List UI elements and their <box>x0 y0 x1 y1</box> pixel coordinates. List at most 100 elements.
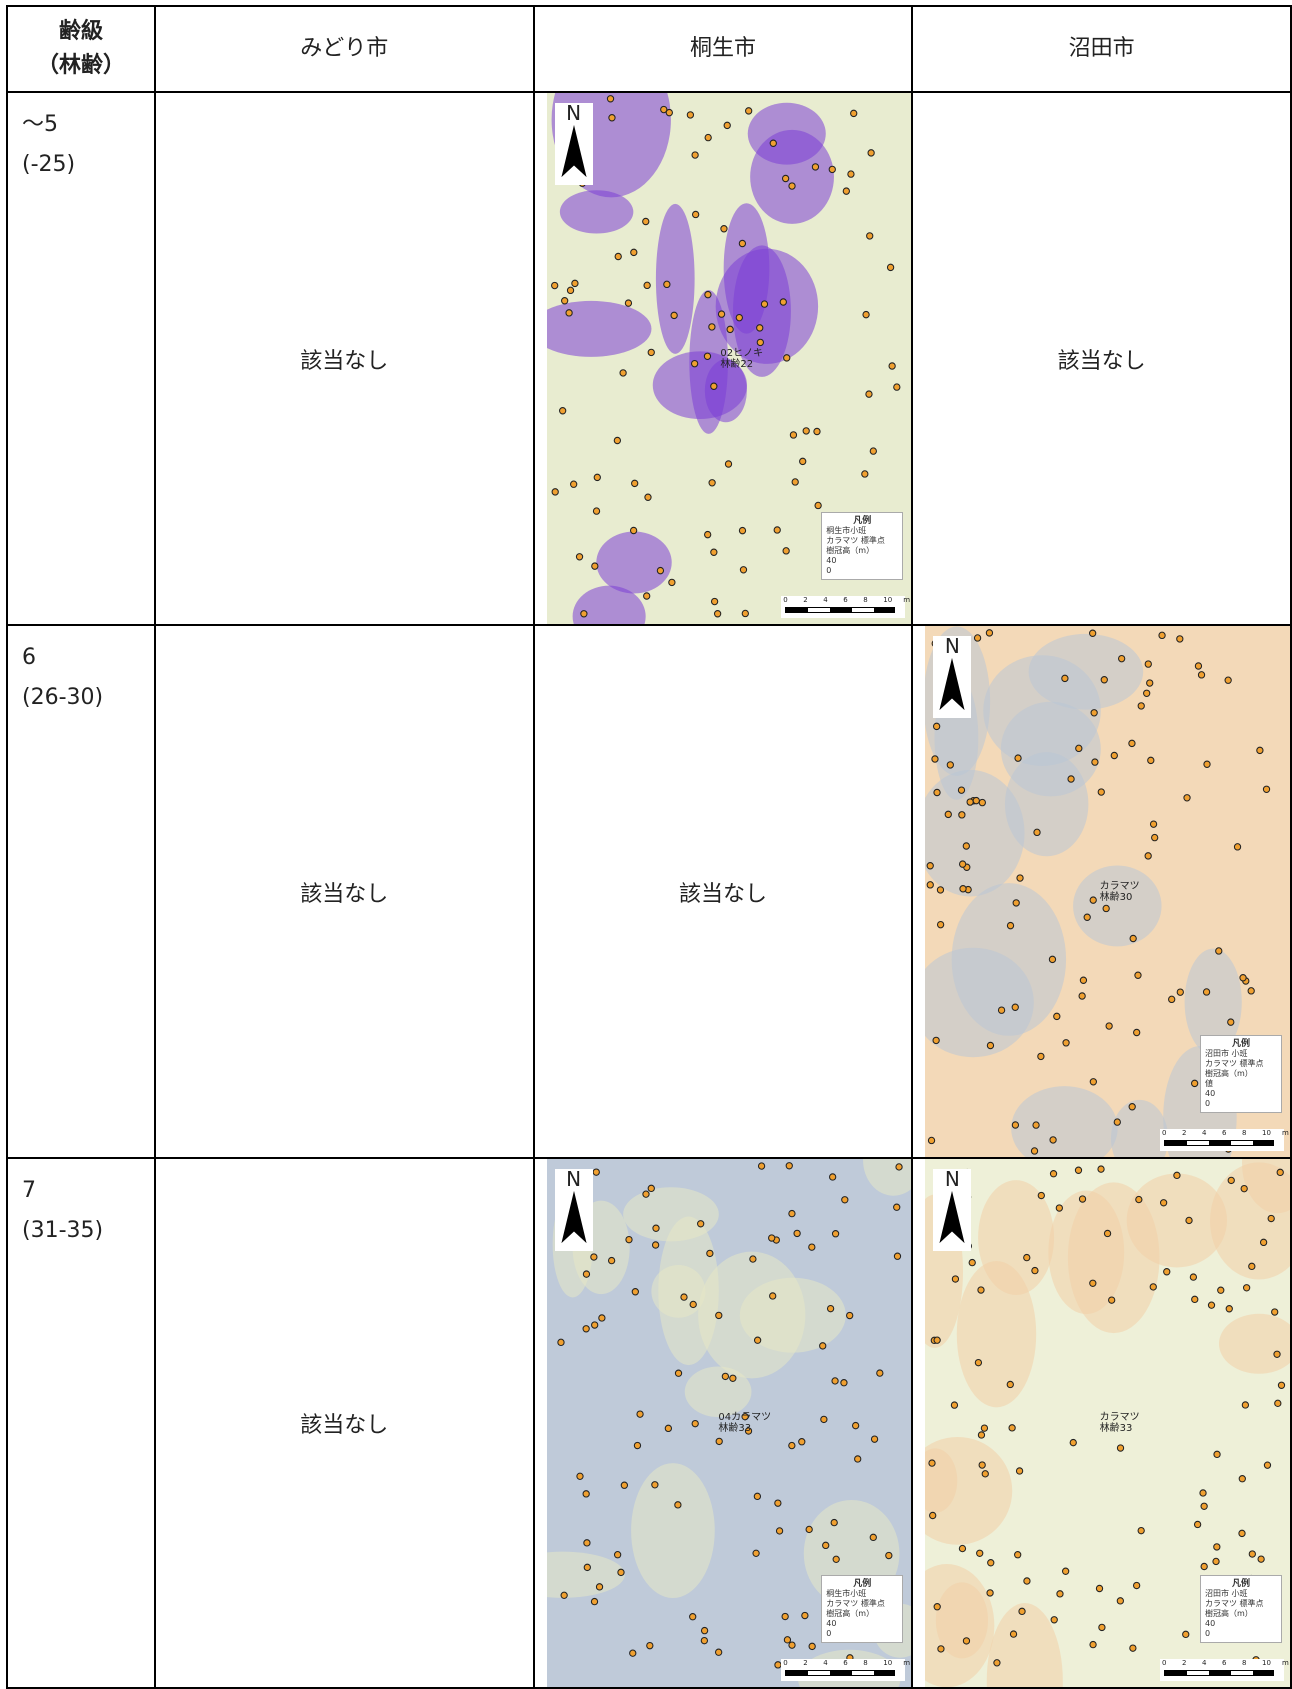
terrain-patch <box>572 585 646 623</box>
sample-point <box>1023 1253 1031 1262</box>
map-graphic <box>546 94 901 623</box>
sample-point <box>959 860 967 868</box>
sample-point <box>1016 1467 1024 1475</box>
legend-text: 桐生市小班 <box>826 526 867 535</box>
legend-text: カラマツ 標準点 <box>1205 1599 1264 1608</box>
scale-line <box>1164 1140 1274 1146</box>
sample-point <box>1010 1630 1018 1638</box>
sample-point <box>886 263 894 272</box>
legend-text: 40 <box>826 1619 837 1628</box>
sample-point <box>674 1369 682 1377</box>
terrain-patch <box>622 1187 719 1242</box>
sample-point <box>719 225 728 233</box>
sample-point <box>590 1597 598 1606</box>
scale-text: 4 <box>1202 1129 1207 1137</box>
sample-point <box>845 1311 853 1320</box>
sample-point <box>636 1410 644 1418</box>
sample-point <box>724 460 732 468</box>
terrain-patch <box>684 1366 752 1418</box>
scale-text: 0 <box>1162 1129 1167 1137</box>
sample-point <box>798 457 806 466</box>
sample-point <box>767 1234 775 1242</box>
terrain-patch <box>1028 633 1144 710</box>
sample-point <box>1133 1581 1141 1590</box>
sample-point <box>1050 1170 1058 1178</box>
legend-text: 0 <box>1205 1629 1211 1638</box>
sample-point <box>1075 744 1083 753</box>
sample-point <box>1150 820 1158 828</box>
sample-point <box>613 1551 621 1559</box>
terrain-patch <box>546 300 652 357</box>
sample-point <box>787 1441 796 1450</box>
sample-point <box>937 1645 945 1653</box>
sample-point <box>1012 899 1021 907</box>
sample-point <box>1133 1028 1141 1037</box>
sample-point <box>814 501 822 510</box>
terrain-patch <box>595 531 672 594</box>
sample-point <box>710 597 718 606</box>
sample-point <box>1100 676 1109 684</box>
sample-point <box>783 1636 791 1644</box>
terrain-patch <box>957 1260 1037 1408</box>
sample-point <box>1182 1630 1190 1639</box>
sample-point <box>582 1270 590 1278</box>
sample-point <box>1273 1350 1281 1358</box>
sample-point <box>593 473 601 482</box>
sample-point <box>590 562 599 570</box>
sample-point <box>862 310 870 319</box>
sample-point <box>1144 852 1153 860</box>
sample-point <box>1274 1399 1282 1408</box>
terrain-patch <box>862 1160 911 1196</box>
sample-point <box>773 1499 782 1507</box>
table-cell: N カラマツ 林齢30 凡例 沼田市 小班 カラマツ 標準点 樹冠高（m）値 40 0 0 2 4 6 8… <box>911 624 1292 1159</box>
arrow <box>939 1190 965 1244</box>
sample-point <box>760 300 768 308</box>
table-cell: 該当なし <box>153 1157 535 1689</box>
sample-point <box>705 1249 714 1258</box>
scale-text: 0 <box>1162 1659 1167 1667</box>
map-label: カラマツ 林齢33 <box>1100 1412 1140 1434</box>
sample-point <box>700 1636 708 1645</box>
sample-point <box>782 547 790 555</box>
sample-point <box>630 479 638 488</box>
terrain-patch <box>749 129 834 224</box>
north-arrow: N <box>933 1169 972 1251</box>
scale-text: 6 <box>843 1659 848 1667</box>
sample-point <box>1016 874 1024 882</box>
scale-bar: 0 2 4 6 8 10 m <box>1160 1129 1289 1151</box>
sample-point <box>1062 1567 1070 1575</box>
map-label: 02ヒノキ 林齢22 <box>720 348 763 370</box>
header-cell: 沼田市 <box>911 5 1292 93</box>
age-class-table: 齢級 （林齢） みどり市 桐生市 沼田市 〜5 (-25) 該当なし N 02ヒノキ 林齢22 凡例桐… <box>6 5 1292 1689</box>
sample-point <box>752 1549 760 1557</box>
sample-point <box>975 1358 983 1367</box>
terrain-patch <box>1126 1173 1228 1268</box>
scale-text: m <box>1282 1129 1289 1137</box>
sample-point <box>738 526 746 535</box>
sample-point <box>981 1424 989 1432</box>
age-text: (-25) <box>22 152 76 177</box>
map-label-text: 林齢33 <box>1099 1423 1133 1434</box>
sample-point <box>744 107 752 115</box>
sample-point <box>779 298 787 306</box>
sample-point <box>579 610 588 618</box>
sample-point <box>1227 1018 1235 1026</box>
terrain-patch <box>1184 948 1243 1056</box>
sample-point <box>1215 947 1223 955</box>
sample-point <box>1098 1623 1106 1632</box>
sample-point <box>1203 988 1211 996</box>
sample-point <box>976 1549 984 1557</box>
sample-point <box>1212 1557 1220 1566</box>
sample-point <box>849 109 857 118</box>
sample-point <box>738 239 746 248</box>
sample-point <box>703 352 711 361</box>
sample-point <box>831 1230 839 1238</box>
legend-text: 0 <box>826 1629 832 1638</box>
terrain-patch <box>630 1463 715 1599</box>
sample-point <box>1037 1052 1045 1061</box>
sample-point <box>818 1342 826 1350</box>
sample-point <box>926 862 935 870</box>
map-label: 04カラマツ 林齢33 <box>718 1412 771 1434</box>
sample-point <box>860 470 869 478</box>
scale-text: 2 <box>803 596 808 604</box>
